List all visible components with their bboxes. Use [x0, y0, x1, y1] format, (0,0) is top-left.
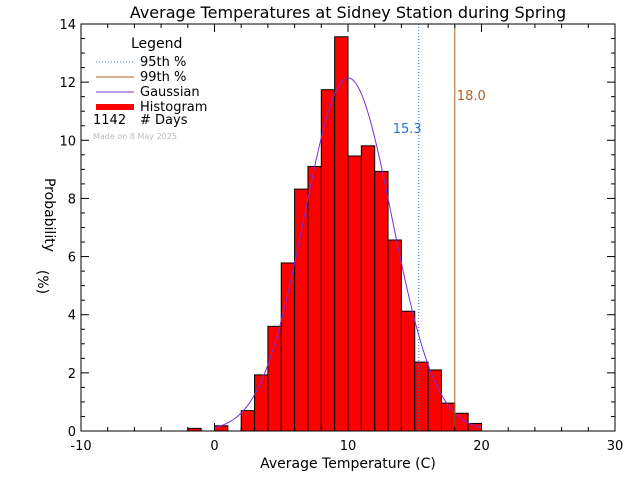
legend-day-count: 1142: [93, 113, 126, 128]
gaussian-curve-layer: [214, 77, 482, 429]
legend-entry-label: Histogram: [140, 100, 207, 115]
y-tick-label: 10: [59, 134, 76, 149]
histogram-bar: [360, 145, 376, 432]
legend-entry-label: 99th %: [140, 70, 186, 85]
x-axis-label: Average Temperature (C): [260, 456, 436, 472]
y-axis-label: Probability: [41, 178, 57, 252]
histogram-bar: [307, 165, 322, 432]
y-tick-label: 2: [68, 367, 76, 382]
histogram-bars: [187, 36, 482, 432]
x-tick-label: 20: [473, 439, 490, 454]
histogram-bar: [254, 374, 269, 432]
x-tick-label: -10: [70, 439, 91, 454]
histogram-bar: [267, 325, 282, 432]
legend-day-count-label: # Days: [140, 113, 188, 128]
histogram-bar: [280, 262, 296, 432]
histogram-bar: [214, 425, 229, 432]
histogram-bar: [320, 89, 336, 432]
made-on-watermark: Made on 8 May 2025: [93, 132, 177, 141]
legend-entry-label: 95th %: [140, 55, 186, 70]
histogram-bar: [400, 310, 416, 432]
histogram-bar: [334, 36, 349, 432]
histogram-bar: [414, 361, 429, 432]
histogram-bar: [374, 170, 389, 432]
y-tick-label: 6: [68, 251, 76, 266]
percentile-label: 18.0: [457, 89, 486, 104]
gaussian-curve: [214, 77, 482, 429]
histogram-bar: [427, 369, 442, 432]
histogram-bar: [387, 239, 402, 432]
y-tick-label: 0: [68, 425, 76, 440]
percentile-label: 15.3: [393, 122, 422, 137]
x-tick-label: 0: [210, 439, 218, 454]
legend-title: Legend: [131, 36, 182, 52]
chart-title: Average Temperatures at Sidney Station d…: [130, 3, 566, 22]
histogram-bar: [440, 402, 456, 432]
histogram-bar: [294, 188, 309, 432]
y-tick-label: 8: [68, 192, 76, 207]
percentile-lines: 15.3 18.0: [393, 24, 486, 431]
y-axis-unit: (%): [34, 270, 50, 294]
y-tick-label: 12: [59, 76, 76, 91]
histogram-bar: [240, 410, 256, 432]
y-tick-label: 4: [68, 309, 76, 324]
y-tick-label: 14: [59, 18, 76, 33]
histogram-bar: [347, 155, 362, 432]
x-tick-label: 30: [607, 439, 624, 454]
legend-entry-label: Gaussian: [140, 85, 200, 100]
x-tick-label: 10: [340, 439, 357, 454]
